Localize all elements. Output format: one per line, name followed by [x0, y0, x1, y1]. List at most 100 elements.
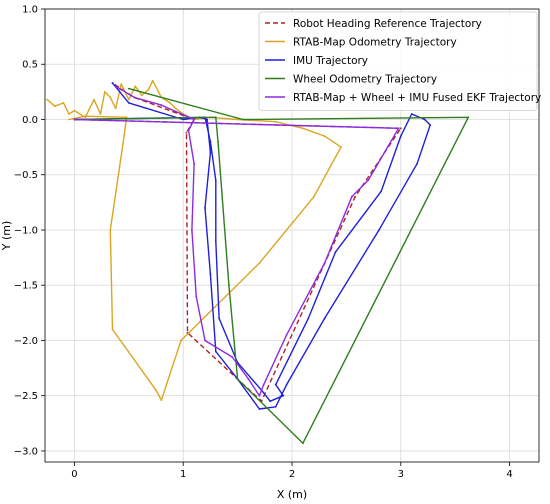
data-point — [399, 135, 402, 138]
data-point — [133, 96, 136, 99]
data-point — [103, 91, 106, 93]
data-point — [125, 116, 128, 119]
data-point — [204, 339, 206, 342]
data-point — [127, 102, 130, 104]
x-axis-label: X (m) — [277, 488, 307, 501]
data-point — [206, 118, 209, 121]
data-point — [334, 251, 337, 254]
data-point — [380, 190, 383, 193]
data-point — [93, 98, 95, 101]
x-tick-label: 0 — [71, 469, 77, 480]
data-point — [214, 179, 217, 182]
data-point — [182, 118, 185, 121]
x-tick-label: 4 — [506, 469, 512, 480]
series-layer — [46, 79, 470, 445]
data-point — [399, 127, 402, 130]
data-point — [68, 113, 70, 115]
data-point — [258, 408, 261, 410]
data-point — [410, 113, 413, 115]
y-tick-label: 0.0 — [22, 115, 38, 126]
data-point — [180, 339, 182, 342]
data-point — [312, 195, 315, 198]
x-tick-label: 2 — [289, 469, 295, 480]
data-point — [151, 79, 154, 82]
data-point — [285, 383, 288, 386]
data-point — [423, 118, 426, 121]
data-point — [185, 131, 188, 134]
data-point — [111, 328, 114, 331]
x-tick-label: 3 — [398, 469, 404, 480]
data-point — [111, 82, 114, 84]
data-point — [367, 179, 370, 182]
data-point — [122, 140, 125, 143]
y-tick-label: −0.5 — [14, 170, 38, 181]
data-point — [134, 85, 137, 88]
data-point — [258, 394, 261, 397]
data-point — [247, 378, 250, 380]
data-point — [236, 378, 239, 380]
series-4 — [73, 85, 400, 397]
legend-entry: Robot Heading Reference Trajectory — [265, 18, 482, 30]
data-point — [397, 127, 400, 130]
data-point — [307, 317, 310, 320]
data-point — [274, 120, 277, 123]
data-point — [340, 146, 342, 149]
data-point — [236, 118, 239, 121]
legend-box — [258, 11, 538, 111]
data-point — [68, 118, 70, 121]
legend: Robot Heading Reference Trajectory RTAB-M… — [258, 11, 541, 111]
data-point — [191, 229, 193, 231]
data-point — [282, 394, 285, 397]
legend-entry: Wheel Odometry Trajectory — [265, 73, 437, 85]
data-point — [193, 118, 196, 121]
y-axis-ticks: 1.0 0.5 0.0 −0.5 −1.0 −1.5 −2.0 −2.5 −3.0 — [14, 5, 45, 457]
data-point — [285, 334, 288, 336]
series-1 — [46, 79, 342, 401]
y-tick-label: −1.0 — [14, 225, 38, 236]
data-point — [114, 107, 117, 110]
data-point — [209, 140, 212, 143]
legend-label: RTAB-Map + Wheel + IMU Fused EKF Traject… — [293, 92, 541, 104]
y-tick-label: −2.0 — [14, 336, 38, 347]
data-point — [204, 207, 206, 209]
data-point — [160, 399, 163, 401]
y-tick-label: −2.5 — [14, 391, 38, 402]
data-point — [274, 405, 277, 408]
plot-frame — [44, 8, 540, 463]
data-point — [231, 356, 234, 358]
legend-entry: IMU Trajectory — [265, 55, 368, 67]
data-point — [467, 116, 470, 119]
data-point — [269, 400, 272, 403]
legend-entry: RTAB-Map + Wheel + IMU Fused EKF Traject… — [265, 92, 541, 104]
legend-label: Wheel Odometry Trajectory — [293, 73, 437, 85]
data-point — [302, 127, 304, 130]
data-point — [99, 113, 102, 115]
y-tick-label: 1.0 — [22, 5, 38, 16]
data-point — [169, 102, 172, 104]
data-point — [217, 140, 219, 143]
data-point — [84, 115, 87, 118]
data-point — [209, 273, 212, 276]
data-point — [274, 383, 277, 386]
data-point — [147, 88, 150, 91]
data-point — [160, 104, 163, 106]
data-point — [228, 284, 230, 287]
series-line — [74, 82, 431, 410]
data-point — [323, 262, 326, 264]
data-point — [416, 162, 418, 165]
data-point — [127, 87, 130, 90]
data-point — [302, 442, 304, 445]
data-point — [258, 262, 261, 264]
data-point — [429, 124, 432, 126]
y-tick-label: −3.0 — [14, 446, 38, 457]
data-point — [109, 96, 112, 99]
data-point — [120, 83, 123, 85]
data-point — [73, 118, 76, 121]
y-tick-label: −1.5 — [14, 281, 38, 292]
data-point — [140, 94, 143, 97]
data-point — [350, 195, 353, 198]
data-point — [46, 98, 49, 101]
data-point — [378, 229, 380, 231]
data-point — [242, 118, 244, 121]
data-point — [53, 105, 56, 108]
